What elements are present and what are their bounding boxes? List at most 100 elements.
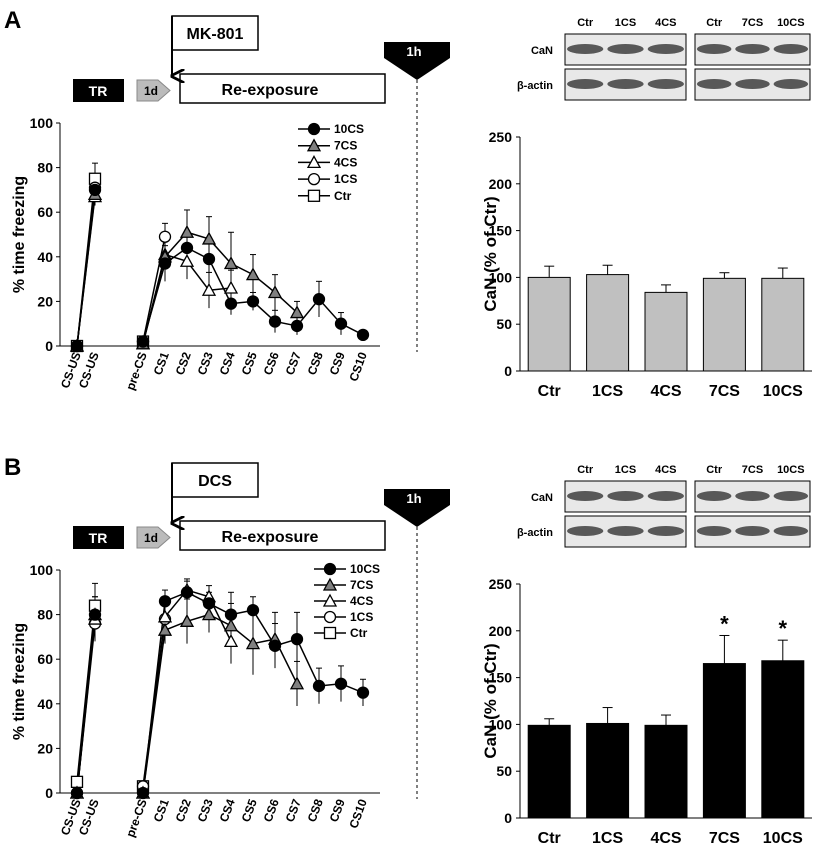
blot-row-label: β-actin bbox=[517, 527, 553, 539]
point bbox=[158, 230, 172, 243]
series-line bbox=[76, 623, 96, 794]
blot-band bbox=[567, 526, 604, 536]
point bbox=[268, 315, 282, 328]
point bbox=[223, 618, 239, 632]
session-box bbox=[179, 520, 386, 551]
y-tick-label: 200 bbox=[489, 623, 513, 639]
point bbox=[289, 676, 305, 690]
legend-label: 1CS bbox=[334, 172, 357, 186]
y-axis-label: % time freezing bbox=[11, 623, 28, 740]
blot-band bbox=[647, 79, 684, 89]
point bbox=[180, 586, 194, 599]
training-label: TR bbox=[89, 83, 108, 99]
series-line bbox=[76, 605, 96, 782]
x-tick-label: CS1 bbox=[151, 350, 172, 377]
legend-label: Ctr bbox=[350, 626, 368, 640]
y-tick-label: 40 bbox=[37, 249, 53, 265]
x-tick-label: CS8 bbox=[305, 797, 326, 824]
y-axis-label: CaN (% of Ctr) bbox=[481, 196, 500, 311]
y-tick-label: 40 bbox=[37, 696, 53, 712]
point bbox=[289, 305, 305, 319]
x-tick-label: 1CS bbox=[592, 383, 623, 400]
blot-band bbox=[567, 491, 604, 501]
y-tick-label: 150 bbox=[489, 670, 513, 686]
lane-label: 4CS bbox=[655, 464, 676, 476]
panel-label: A bbox=[4, 7, 21, 34]
delay-arrow bbox=[136, 79, 171, 102]
legend-marker bbox=[306, 138, 322, 152]
point bbox=[136, 786, 150, 800]
delay-label: 1d bbox=[144, 531, 158, 545]
y-tick-label: 100 bbox=[489, 716, 513, 732]
point bbox=[223, 280, 239, 294]
x-tick-label: Ctr bbox=[538, 830, 561, 847]
interval-arrow bbox=[384, 489, 450, 527]
blot-band bbox=[735, 526, 770, 536]
lane-label: 4CS bbox=[655, 17, 676, 29]
lane-label: 1CS bbox=[615, 464, 636, 476]
blot-band bbox=[773, 79, 809, 89]
point bbox=[224, 608, 238, 621]
y-tick-label: 0 bbox=[45, 338, 53, 354]
legend-marker bbox=[307, 172, 321, 186]
blot-band bbox=[647, 44, 684, 54]
lane-label: 1CS bbox=[615, 17, 636, 29]
x-tick-label: 4CS bbox=[650, 383, 681, 400]
x-tick-label: CS6 bbox=[261, 797, 282, 824]
y-tick-label: 50 bbox=[496, 763, 512, 779]
point bbox=[179, 253, 195, 267]
lane-label: 10CS bbox=[777, 17, 805, 29]
legend-marker bbox=[323, 610, 337, 624]
blot-band bbox=[607, 491, 644, 501]
y-tick-label: 150 bbox=[489, 223, 513, 239]
legend-label: 4CS bbox=[334, 155, 357, 169]
bar bbox=[586, 274, 630, 372]
x-tick-label: CS5 bbox=[239, 350, 260, 377]
point bbox=[334, 677, 348, 690]
point bbox=[157, 609, 173, 623]
point bbox=[246, 603, 260, 617]
legend-label: 1CS bbox=[350, 610, 373, 624]
blot-band bbox=[696, 526, 732, 536]
drug-box bbox=[171, 462, 259, 498]
lane-label: Ctr bbox=[577, 464, 594, 476]
blot-band bbox=[647, 491, 684, 501]
annotation: * bbox=[779, 616, 788, 641]
drug-label: MK-801 bbox=[187, 26, 244, 43]
x-tick-label: CS7 bbox=[283, 797, 304, 824]
bar bbox=[702, 277, 746, 372]
y-tick-label: 250 bbox=[489, 129, 513, 145]
bar bbox=[761, 660, 805, 819]
x-tick-label: CS9 bbox=[327, 350, 348, 377]
y-tick-label: 0 bbox=[504, 810, 512, 826]
drug-label: DCS bbox=[198, 473, 232, 490]
blot-band bbox=[567, 44, 604, 54]
point bbox=[224, 297, 238, 310]
point bbox=[201, 607, 217, 621]
legend-marker bbox=[322, 577, 338, 591]
lane-label: 7CS bbox=[742, 464, 763, 476]
lane-label: 10CS bbox=[777, 464, 805, 476]
x-tick-label: 7CS bbox=[709, 830, 740, 847]
legend-label: 7CS bbox=[334, 139, 357, 153]
x-tick-label: CS9 bbox=[327, 797, 348, 824]
x-tick-label: CS10 bbox=[346, 797, 370, 830]
bar bbox=[527, 276, 571, 372]
y-tick-label: 250 bbox=[489, 576, 513, 592]
point bbox=[312, 679, 326, 693]
legend-marker bbox=[323, 562, 337, 576]
point bbox=[267, 285, 283, 299]
blot-band bbox=[735, 44, 770, 54]
y-tick-label: 100 bbox=[489, 269, 513, 285]
point bbox=[223, 634, 239, 648]
x-tick-label: 7CS bbox=[709, 383, 740, 400]
lane-label: Ctr bbox=[706, 464, 723, 476]
legend-label: 7CS bbox=[350, 578, 373, 592]
point bbox=[202, 252, 216, 266]
session-box bbox=[179, 73, 386, 104]
blot-band bbox=[607, 526, 644, 536]
legend-marker bbox=[307, 122, 321, 136]
point bbox=[70, 339, 84, 353]
point bbox=[290, 319, 304, 333]
